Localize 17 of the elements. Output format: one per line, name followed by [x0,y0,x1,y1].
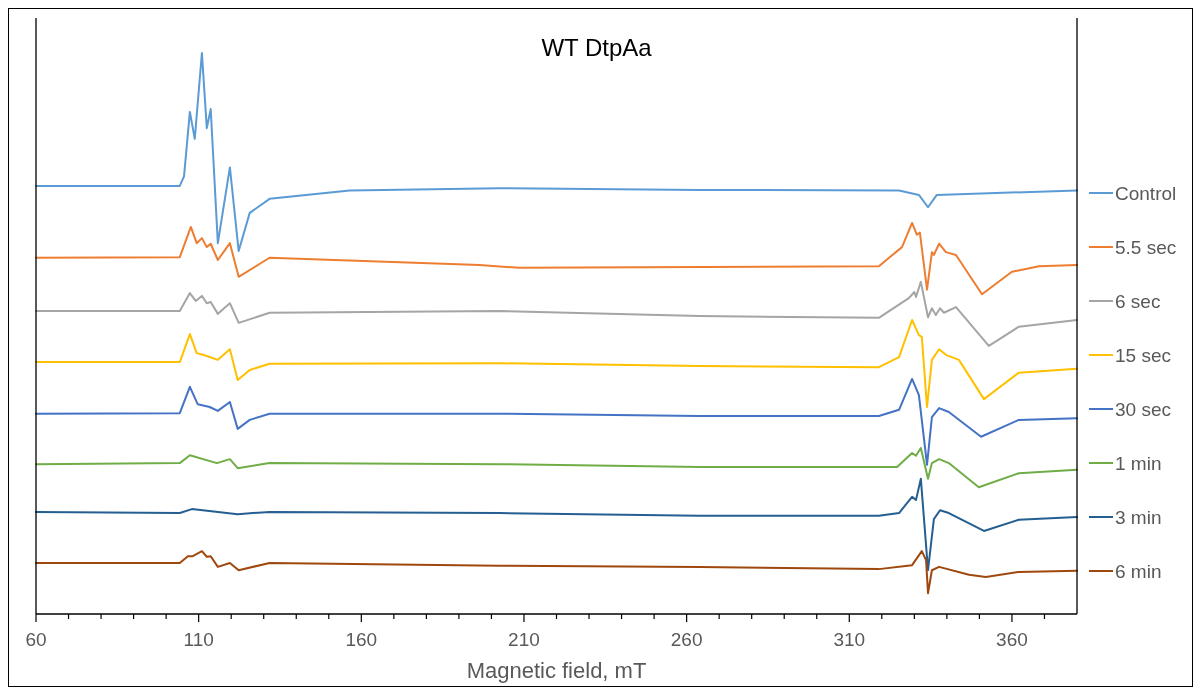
legend-label: 6 min [1115,561,1162,582]
chart-title: WT DtpAa [541,34,653,61]
x-tick-label: 260 [670,629,703,650]
x-tick-label: 60 [25,629,47,650]
legend-label: 5.5 sec [1115,237,1177,258]
x-tick-label: 110 [183,629,214,650]
x-tick-label: 210 [508,629,540,650]
legend-label: 1 min [1115,453,1162,474]
legend-label: 3 min [1115,507,1162,528]
legend-label: 30 sec [1115,399,1171,420]
x-tick-label: 310 [833,629,866,650]
legend-label: Control [1115,183,1177,204]
legend-label: 15 sec [1115,345,1171,366]
legend-label: 6 sec [1115,291,1161,312]
x-tick-label: 160 [345,629,378,650]
x-tick-label: 360 [996,629,1028,650]
x-axis-title: Magnetic field, mT [466,658,647,683]
